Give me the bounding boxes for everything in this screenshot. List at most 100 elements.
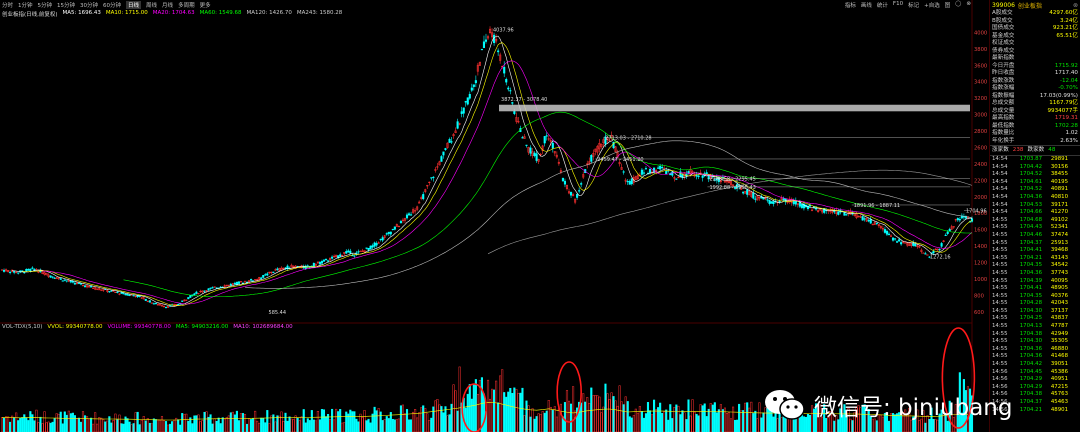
tab-2[interactable]: 5分钟 [37,2,53,9]
candle-body [160,304,164,307]
candle-body [869,218,872,224]
candle-body [235,281,238,285]
tab-6[interactable]: 日线 [126,0,142,9]
volume-bar [503,392,506,432]
tool-2[interactable]: 统计 [876,2,888,9]
volume-bar [272,414,275,432]
volume-bar [515,389,518,432]
volume-bar [432,406,435,432]
tab-8[interactable]: 月线 [162,2,174,9]
volume-bar [63,411,66,432]
ma20-line [42,60,973,305]
stat-value: 1167.79亿 [1049,100,1078,106]
candle-body [430,177,433,179]
tab-10[interactable]: 更多 [199,2,211,9]
candle-body [768,200,771,204]
volume-bar [590,387,593,432]
volume-bar [243,414,247,432]
stat-row: 债券成交 [990,48,1080,56]
candle-body [407,213,411,216]
tool-5[interactable]: +自选 [924,2,940,9]
candle-body [379,238,382,241]
tool-8[interactable]: ⊗ [966,0,971,7]
volume-bar [434,400,437,432]
candle-body [529,147,532,154]
tick-cell: 1704.29 [1019,383,1042,390]
volume-bar [31,414,34,432]
candle-body [104,288,107,290]
volume-bar [898,412,901,432]
candle-body [784,198,787,203]
tab-5[interactable]: 60分钟 [103,2,122,9]
volume-bar [215,420,218,432]
price-chart[interactable]: 4000 3800 3600 3400 3200 3000 2800 2600 2400 2200… [0,0,989,432]
candle-body [673,177,676,179]
volume-bar [343,422,346,432]
candle-body [227,284,230,286]
volume-bar [491,388,494,432]
tool-0[interactable]: 指标 [844,2,856,9]
volume-bar [0,417,4,432]
tool-6[interactable]: 图 [944,2,951,9]
candle-body [349,250,352,254]
candle-body [944,234,947,236]
volume-bar [537,413,540,432]
candle-body [881,228,884,230]
candle-body [458,123,461,125]
tool-3[interactable]: F10 [892,0,904,7]
tick-cell: 1704.46 [1019,231,1042,238]
stat-value: -12.04 [1059,77,1078,84]
candle-body [513,111,516,114]
candle-body [264,274,267,276]
tab-7[interactable]: 周线 [146,2,158,9]
candle-body [268,271,271,274]
tab-4[interactable]: 30分钟 [80,2,99,9]
tab-9[interactable]: 多周期 [178,2,195,9]
volume-bar [442,412,445,432]
volume-bar [517,393,520,432]
candle-body [272,271,275,273]
tab-3[interactable]: 15分钟 [57,2,76,9]
volume-bar [648,410,652,432]
candle-body [746,189,749,195]
volume-bar [173,419,176,432]
candle-body [922,252,925,254]
tab-0[interactable]: 分时 [2,2,14,9]
candle-body [258,276,261,280]
candle-body [557,161,560,164]
candle-body [377,242,380,244]
volume-bar [887,420,891,432]
candle-body [114,291,117,293]
candle-body [351,255,354,257]
tool-4[interactable]: 标记 [908,2,920,9]
y-tick-label: 3000 [974,113,987,119]
candle-body [750,192,753,197]
vol-legend-item: MA5: 94903216.00 [175,324,229,330]
candle-body [559,170,562,173]
volume-bar [725,412,729,432]
tick-cell: 14:55 [992,315,1008,322]
tick-row: 14:54 1704.61 40195 [990,179,1080,187]
candle-body [47,274,50,277]
volume-bar [100,417,103,432]
tool-7[interactable]: ◯ [955,0,962,7]
candle-body [239,281,243,283]
volume-bar [187,420,190,432]
candle-body [446,142,449,148]
candle-body [94,287,97,290]
candle-body [126,293,129,296]
volume-bar [958,372,961,432]
close-icon[interactable]: ⊗ [1072,1,1078,9]
candle-body [197,293,200,295]
candle-body [195,291,198,294]
candle-body [450,141,453,143]
candle-body [203,290,206,292]
tick-list[interactable]: 14:54 1703.87 29891 14:54 1704.42 30156 14:54 1… [990,155,1080,414]
tool-1[interactable]: 画线 [860,2,872,9]
volume-bar [444,406,447,432]
candle-body [800,204,803,208]
candle-body [600,143,603,147]
candle-body [422,194,425,200]
tab-1[interactable]: 1分钟 [18,2,33,9]
volume-bar [13,417,16,432]
